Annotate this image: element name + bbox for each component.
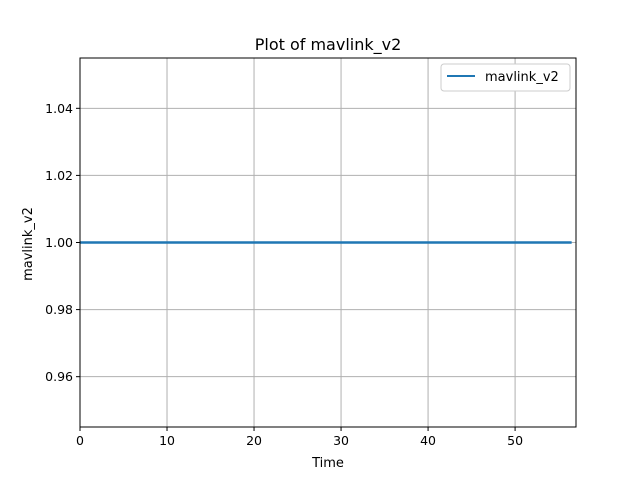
x-axis-label: Time xyxy=(311,456,344,471)
x-tick-label: 20 xyxy=(246,433,262,448)
chart-title: Plot of mavlink_v2 xyxy=(255,35,402,55)
x-tick-label: 30 xyxy=(333,433,349,448)
axis-ticks: 0 10 20 30 40 50 0.96 0.98 1.00 1.02 1.04 xyxy=(45,101,523,448)
y-tick-label: 0.96 xyxy=(45,369,73,384)
x-tick-label: 40 xyxy=(420,433,436,448)
y-tick-label: 1.04 xyxy=(45,101,73,116)
x-tick-label: 50 xyxy=(507,433,523,448)
legend-label: mavlink_v2 xyxy=(485,70,559,85)
x-tick-label: 0 xyxy=(76,433,84,448)
y-tick-label: 0.98 xyxy=(45,302,73,317)
x-tick-label: 10 xyxy=(159,433,175,448)
y-tick-label: 1.02 xyxy=(45,168,73,183)
legend-box xyxy=(440,63,571,92)
y-tick-label: 1.00 xyxy=(45,235,73,250)
y-axis-label: mavlink_v2 xyxy=(21,207,36,281)
legend: mavlink_v2 xyxy=(440,63,571,92)
